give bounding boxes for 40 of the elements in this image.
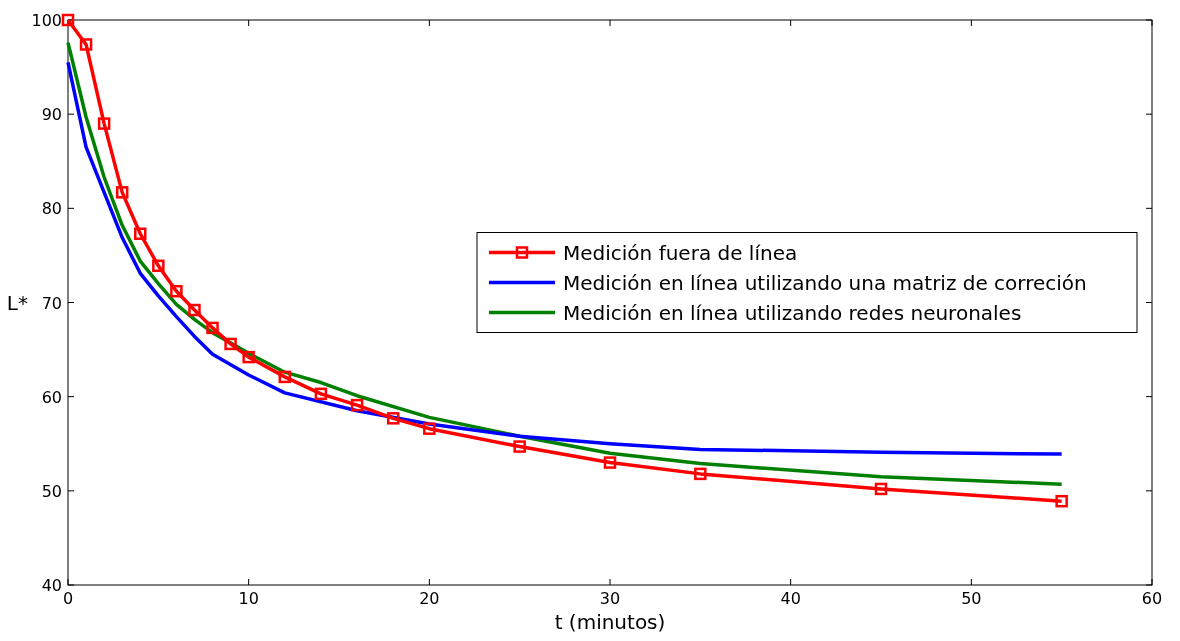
x-tick-label: 0	[62, 589, 74, 608]
y-tick-label: 60	[41, 387, 62, 407]
point	[61, 13, 75, 27]
legend-label: Medición en línea utilizando redes neuronales	[563, 300, 1022, 325]
x-tick-label: 10	[238, 589, 259, 608]
point	[188, 303, 201, 317]
point	[350, 398, 364, 412]
point	[79, 38, 93, 51]
x-tick-label: 30	[599, 589, 621, 608]
y-tick-label: 100	[31, 11, 62, 30]
x-axis-title: t (minutos)	[554, 610, 666, 634]
point	[97, 117, 111, 130]
point	[115, 186, 129, 199]
legend-label: Medición en línea utilizando una matriz de correción	[563, 270, 1087, 295]
point	[134, 227, 147, 241]
y-tick-label: 40	[41, 576, 62, 595]
y-tick-label: 80	[41, 199, 62, 219]
point	[224, 337, 237, 351]
point	[513, 440, 526, 453]
y-tick-label: 70	[41, 293, 62, 313]
legend-label: Medición fuera de línea	[563, 240, 798, 265]
y-tick-label: 90	[41, 105, 62, 125]
point	[314, 387, 328, 401]
point	[206, 321, 219, 335]
point	[386, 412, 400, 425]
point	[874, 482, 888, 496]
point	[423, 422, 436, 435]
point	[152, 259, 165, 273]
y-axis-title: L*	[6, 290, 28, 315]
x-tick-label: 20	[419, 589, 440, 608]
point	[242, 350, 255, 364]
x-tick-label: 50	[961, 589, 982, 608]
point	[603, 456, 617, 469]
point	[1055, 494, 1068, 508]
x-tick-label: 40	[780, 589, 801, 608]
point	[694, 467, 707, 481]
point	[278, 370, 292, 384]
x-tick-label: 60	[1141, 589, 1163, 608]
y-tick-label: 50	[41, 481, 62, 501]
point	[170, 284, 183, 298]
